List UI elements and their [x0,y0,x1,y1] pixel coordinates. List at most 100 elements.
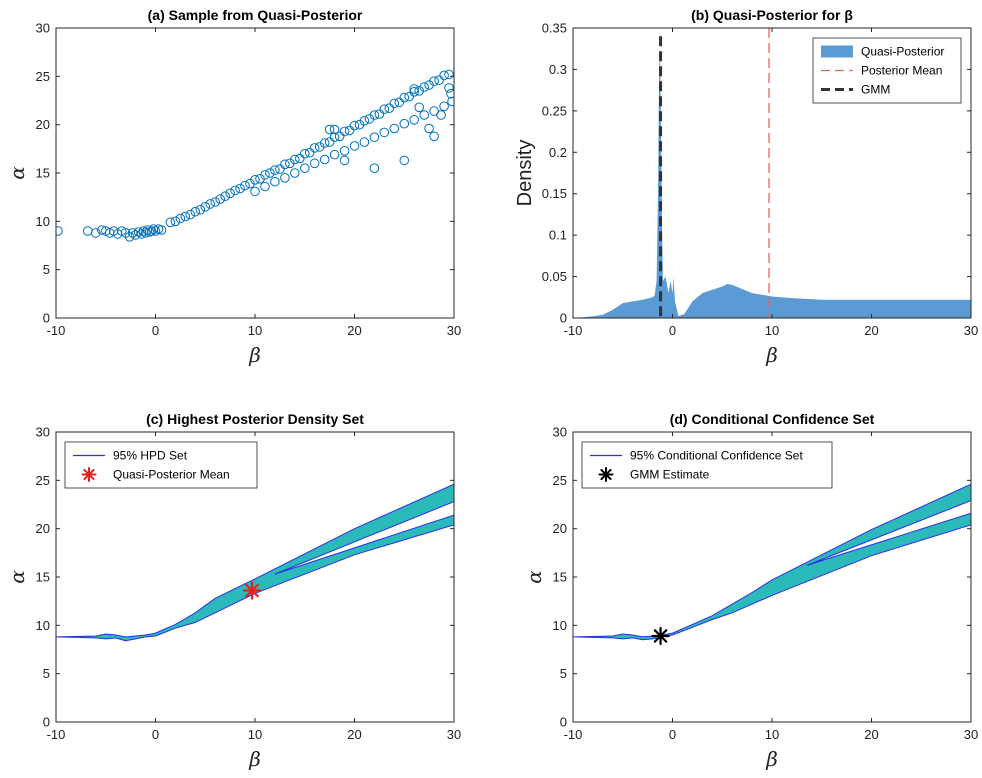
x-axis-label: β [765,343,778,367]
scatter-point [270,165,280,175]
scatter-point [290,168,300,178]
y-tick-label: 5 [43,262,50,277]
plot-content [56,69,454,242]
legend-label: GMM [861,83,890,97]
y-tick-label: 10 [36,214,50,229]
y-axis-label: α [522,570,546,584]
scatter-point [304,147,315,158]
scatter-point [200,202,211,212]
y-tick-label: 15 [553,570,567,585]
scatter-point [436,110,446,120]
scatter-point [369,110,380,120]
legend-label: GMM Estimate [630,468,710,482]
scatter-point [290,154,300,165]
scatter-point [300,163,310,173]
scatter-point [56,226,63,236]
chart-title: (c) Highest Posterior Density Set [146,411,364,427]
scatter-point [339,155,350,166]
scatter-point [180,211,191,222]
x-tick-label: 10 [765,323,779,338]
scatter-point [150,226,161,236]
scatter-point [359,137,370,147]
plot-content [573,483,971,646]
scatter-point [439,101,449,112]
x-tick-label: 0 [669,727,676,742]
x-axis-label: β [248,343,261,367]
y-tick-label: 0 [560,311,567,326]
y-tick-label: 20 [36,117,50,132]
scatter-point [91,228,101,238]
scatter-point [429,76,439,86]
y-tick-label: 0.2 [549,145,567,160]
panel-b-quasi-posterior-density: -10 0 10 20 3000.050.10.150.20.250.30.35(b) … [514,7,978,367]
plot-content [56,483,454,642]
scatter-point [444,69,454,80]
x-tick-label: -10 [564,727,583,742]
confidence-set-gap [806,500,971,566]
scatter-point [300,148,310,159]
legend-box [581,441,833,489]
scatter-point [374,109,385,119]
legend: Quasi-Posterior Posterior Mean GMM [812,37,962,104]
scatter-point [230,185,240,196]
scatter-point [260,181,270,192]
y-tick-label: 30 [36,425,50,440]
scatter-point [195,204,206,215]
gmm-estimate-marker [651,626,670,646]
scatter-point [329,124,340,135]
scatter-point [270,176,280,187]
scatter-point [260,170,270,180]
scatter-point [409,87,420,97]
y-axis-label: Density [514,140,536,207]
y-tick-label: 0.3 [549,62,567,77]
legend: 95% Conditional Confidence Set GMM Estima… [581,441,833,489]
scatter-point [349,141,360,151]
y-tick-label: 0.25 [542,103,567,118]
x-tick-label: 10 [248,323,262,338]
x-tick-label: 30 [964,323,978,338]
scatter-point [384,103,395,113]
scatter-point [280,173,290,183]
confidence-set-gap [274,501,454,575]
x-tick-label: 20 [864,323,878,338]
scatter-point [148,224,159,234]
scatter-point [156,225,167,235]
scatter-point [250,175,260,185]
scatter-point [379,127,390,138]
scatter-point [389,123,400,134]
legend: 95% HPD Set Quasi-Posterior Mean [64,441,258,489]
y-tick-label: 10 [36,618,50,633]
scatter-point [394,97,405,108]
chart-title: (b) Quasi-Posterior for β [691,7,853,23]
scatter-point [434,75,444,85]
scatter-point [309,143,320,153]
x-tick-label: 20 [347,323,361,338]
scatter-point [419,82,430,92]
confidence-set-region [56,483,454,642]
x-tick-label: 10 [765,727,779,742]
scatter-point [165,217,176,228]
chart-title: (d) Conditional Confidence Set [670,411,875,427]
scatter-point [349,120,360,131]
scatter-point [329,149,340,160]
scatter-point [399,155,410,166]
scatter-point [389,98,400,109]
y-tick-label: 15 [36,570,50,585]
y-tick-label: 0 [560,715,567,730]
scatter-point [190,206,201,217]
y-tick-label: 5 [560,666,567,681]
y-tick-label: 25 [36,473,50,488]
scatter-point [235,183,245,194]
y-tick-label: 0.05 [542,269,567,284]
scatter-point [142,225,153,235]
plot-area [56,28,454,318]
y-tick-label: 0.15 [542,186,567,201]
scatter-point [140,228,151,238]
legend-label: 95% HPD Set [113,449,188,463]
y-tick-label: 20 [553,521,567,536]
scatter-point [334,131,345,142]
posterior-mean-marker [242,581,262,600]
